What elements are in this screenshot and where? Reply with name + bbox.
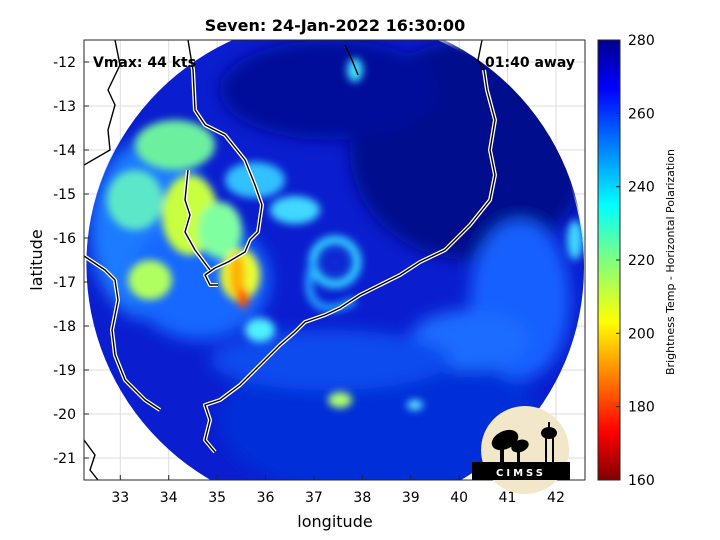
axes-frame <box>83 39 586 481</box>
plot-area <box>84 40 585 480</box>
x-tick-label: 34 <box>160 490 178 506</box>
north-band-2 <box>270 196 320 224</box>
logo-building <box>472 462 570 480</box>
colorbar-tick-label: 200 <box>628 326 655 342</box>
x-tick-label: 42 <box>547 490 565 506</box>
colorbar: 280 260 240 220 200 180 160 Brightness Temp - … <box>597 33 677 489</box>
sw-cool-spot-2 <box>407 400 423 410</box>
cold-core-2 <box>237 288 249 308</box>
logo-text: CIMSS <box>496 468 546 479</box>
y-axis-label: latitude <box>27 229 46 290</box>
southern-band <box>210 330 450 390</box>
y-tick-label: -20 <box>53 407 76 423</box>
y-tick-label: -16 <box>53 231 76 247</box>
colorbar-tick-label: 220 <box>628 253 655 269</box>
southwest-border <box>84 439 99 480</box>
sw-cool-spot <box>328 392 352 408</box>
south-convection <box>245 318 275 342</box>
y-tick-label: -19 <box>53 363 76 379</box>
x-tick-label: 35 <box>208 490 226 506</box>
x-tick-label: 37 <box>305 490 323 506</box>
colorbar-tick-label: 160 <box>628 473 655 489</box>
y-tick-label: -17 <box>53 275 76 291</box>
west-convection-2 <box>198 202 242 258</box>
y-tick-label: -21 <box>53 451 76 467</box>
map-borders <box>84 40 497 480</box>
x-tick-label: 36 <box>257 490 275 506</box>
brightness-temp-swath <box>86 40 585 480</box>
nw-convection <box>135 120 215 170</box>
north-edge-spot <box>347 58 363 82</box>
time-away-annotation: 01:40 away <box>485 55 575 71</box>
eye <box>326 253 344 271</box>
east-edge-spot <box>567 220 583 260</box>
vmax-annotation: Vmax: 44 kts <box>93 55 196 71</box>
satellite-dish-icon <box>491 429 529 463</box>
lake-border <box>184 169 211 271</box>
colorbar-tick-label: 180 <box>628 400 655 416</box>
deep-ocean-north <box>220 40 440 140</box>
x-tick-label: 38 <box>353 490 371 506</box>
cold-core <box>229 253 245 297</box>
x-tick-label: 33 <box>111 490 129 506</box>
y-tick-label: -18 <box>53 319 76 335</box>
chart-title: Seven: 24-Jan-2022 16:30:00 <box>205 16 465 35</box>
x-tick-label: 40 <box>450 490 468 506</box>
colorbar-label: Brightness Temp - Horizontal Polarizatio… <box>664 149 677 375</box>
x-tick-label: 39 <box>402 490 420 506</box>
mozambique-coastline <box>204 69 496 453</box>
north-coast-edge <box>477 40 485 71</box>
y-tick-label: -12 <box>53 55 76 71</box>
west-convection-3 <box>128 260 172 300</box>
y-tick-label: -15 <box>53 187 76 203</box>
zambia-border <box>84 255 161 411</box>
nw-convection-2 <box>107 170 163 230</box>
colorbar-tick-label: 280 <box>628 33 655 49</box>
colorbar-tick-label: 260 <box>628 106 655 122</box>
colorbar-tick-label: 240 <box>628 180 655 196</box>
colorbar-ticks: 280 260 240 220 200 180 160 <box>616 33 655 489</box>
x-tick-label: 41 <box>499 490 517 506</box>
north-island <box>344 44 359 76</box>
x-axis-label: longitude <box>297 512 372 531</box>
axis-ticks: 33 34 35 36 37 38 39 40 41 42 -12 -13 -14 -15 -16 -17 -1… <box>53 55 565 506</box>
y-tick-label: -14 <box>53 143 76 159</box>
y-tick-label: -13 <box>53 99 76 115</box>
cimss-logo: CIMSS <box>472 406 570 494</box>
northwest-border <box>84 40 121 166</box>
malawi-border <box>187 40 263 286</box>
water-tower-icon <box>541 422 557 463</box>
